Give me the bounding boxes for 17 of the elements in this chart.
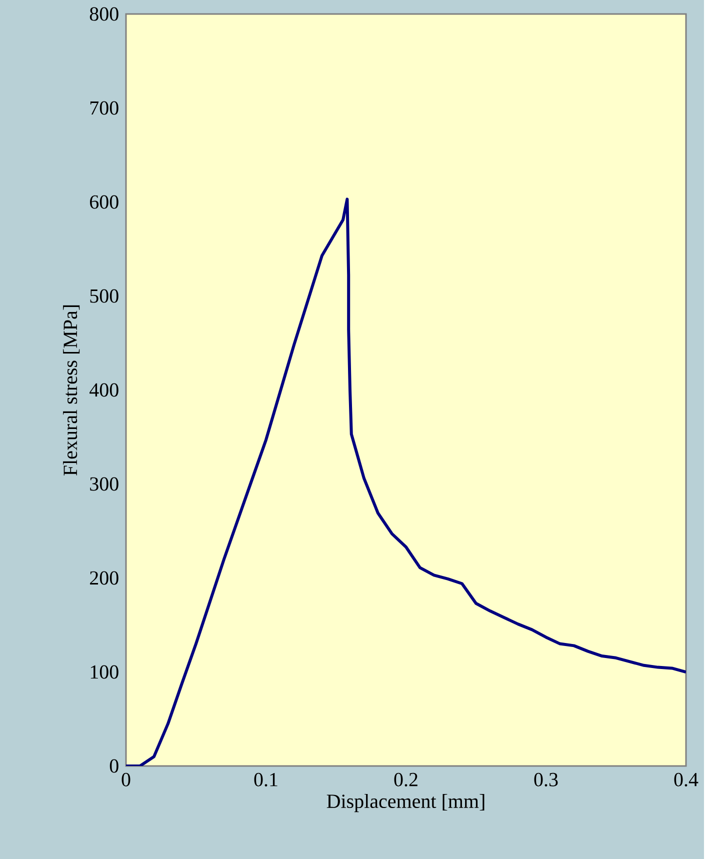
x-tick-label: 0.3: [534, 772, 558, 786]
y-tick-label: 400: [89, 383, 118, 397]
x-tick-label: 0.2: [394, 772, 418, 786]
x-tick-label: 0: [122, 772, 130, 786]
y-tick-label: 200: [90, 571, 118, 585]
line-series: [126, 198, 686, 766]
x-tick-label: 0.1: [254, 772, 278, 786]
y-tick-label: 100: [90, 665, 118, 679]
y-tick-label: 500: [90, 289, 118, 303]
y-tick-label: 0: [110, 759, 118, 773]
y-tick-label: 300: [90, 477, 118, 491]
y-tick-label: 700: [90, 101, 118, 115]
x-axis-title: Displacement [mm]: [326, 794, 484, 812]
y-tick-label: 800: [90, 7, 118, 21]
x-tick-label: 0.4: [674, 772, 698, 786]
y-tick-label: 600: [90, 195, 118, 209]
y-axis-title: Flexural stress [MPa]: [62, 305, 80, 476]
